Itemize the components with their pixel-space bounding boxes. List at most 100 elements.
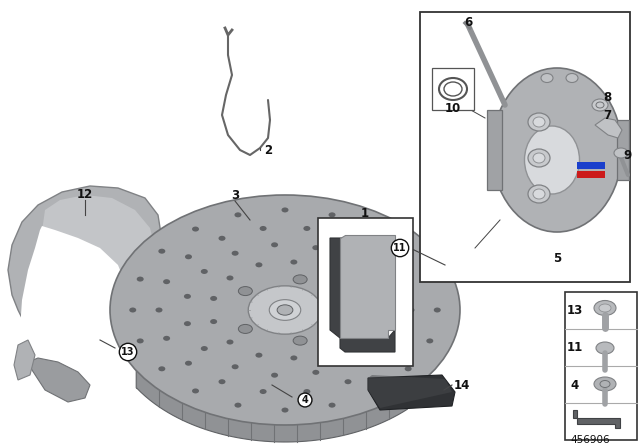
Ellipse shape — [282, 207, 289, 212]
Ellipse shape — [184, 294, 191, 299]
Polygon shape — [20, 226, 130, 385]
Ellipse shape — [129, 307, 136, 313]
Ellipse shape — [282, 408, 289, 413]
Polygon shape — [340, 235, 395, 338]
Text: 4: 4 — [571, 379, 579, 392]
Ellipse shape — [232, 364, 239, 369]
Ellipse shape — [210, 319, 217, 324]
Text: 13: 13 — [121, 347, 135, 357]
Polygon shape — [8, 186, 162, 342]
Ellipse shape — [378, 361, 385, 366]
Text: 1: 1 — [361, 207, 369, 220]
Text: 3: 3 — [231, 189, 239, 202]
Ellipse shape — [328, 403, 335, 408]
Ellipse shape — [255, 263, 262, 267]
Ellipse shape — [269, 300, 301, 320]
Ellipse shape — [248, 286, 322, 334]
Polygon shape — [368, 375, 455, 410]
Ellipse shape — [344, 379, 351, 384]
Bar — [565, 292, 637, 440]
Ellipse shape — [238, 324, 252, 333]
Polygon shape — [368, 375, 452, 408]
Ellipse shape — [137, 338, 144, 344]
Ellipse shape — [158, 366, 165, 371]
Ellipse shape — [234, 212, 241, 217]
Ellipse shape — [372, 281, 380, 286]
Ellipse shape — [404, 249, 412, 254]
Ellipse shape — [599, 304, 611, 312]
Ellipse shape — [533, 153, 545, 163]
Ellipse shape — [210, 296, 217, 301]
Ellipse shape — [400, 336, 407, 341]
Bar — [577, 171, 605, 178]
Ellipse shape — [533, 117, 545, 127]
Ellipse shape — [434, 307, 441, 313]
Ellipse shape — [137, 276, 144, 282]
Polygon shape — [28, 358, 90, 402]
Bar — [420, 12, 630, 282]
Ellipse shape — [163, 336, 170, 341]
Text: 12: 12 — [77, 188, 93, 201]
Ellipse shape — [238, 287, 252, 296]
Ellipse shape — [293, 275, 307, 284]
Polygon shape — [14, 340, 35, 380]
Polygon shape — [330, 238, 395, 352]
Ellipse shape — [426, 276, 433, 282]
Ellipse shape — [291, 355, 298, 361]
Ellipse shape — [201, 346, 208, 351]
Ellipse shape — [594, 377, 616, 391]
Ellipse shape — [260, 389, 267, 394]
Text: 5: 5 — [553, 251, 561, 264]
Ellipse shape — [260, 226, 267, 231]
Ellipse shape — [378, 254, 385, 259]
Ellipse shape — [348, 259, 355, 264]
Ellipse shape — [426, 338, 433, 344]
Ellipse shape — [158, 249, 165, 254]
Text: 456906: 456906 — [570, 435, 610, 445]
Ellipse shape — [408, 307, 415, 313]
Text: 10: 10 — [445, 102, 461, 115]
Ellipse shape — [347, 285, 353, 290]
Ellipse shape — [323, 268, 330, 273]
Ellipse shape — [372, 334, 380, 339]
Bar — [577, 162, 605, 169]
Ellipse shape — [201, 269, 208, 274]
Ellipse shape — [293, 336, 307, 345]
Ellipse shape — [348, 356, 355, 361]
Ellipse shape — [592, 99, 608, 111]
Ellipse shape — [312, 370, 319, 375]
Ellipse shape — [234, 403, 241, 408]
Polygon shape — [38, 195, 155, 318]
Text: 4: 4 — [301, 395, 308, 405]
Ellipse shape — [533, 189, 545, 199]
Ellipse shape — [192, 388, 199, 393]
Ellipse shape — [327, 306, 341, 314]
Text: 8: 8 — [603, 90, 611, 103]
Ellipse shape — [492, 68, 622, 232]
Ellipse shape — [528, 149, 550, 167]
Ellipse shape — [255, 353, 262, 358]
Ellipse shape — [156, 307, 163, 313]
Ellipse shape — [227, 340, 234, 345]
Ellipse shape — [596, 342, 614, 354]
Ellipse shape — [312, 245, 319, 250]
Ellipse shape — [400, 279, 407, 284]
Text: 6: 6 — [464, 16, 472, 29]
Ellipse shape — [218, 236, 225, 241]
Bar — [617, 120, 629, 180]
Ellipse shape — [303, 226, 310, 231]
Ellipse shape — [614, 148, 628, 158]
Ellipse shape — [355, 307, 362, 313]
Ellipse shape — [344, 236, 351, 241]
Text: 2: 2 — [264, 143, 272, 156]
Text: 7: 7 — [603, 108, 611, 121]
Ellipse shape — [525, 126, 579, 194]
Polygon shape — [573, 410, 620, 428]
Ellipse shape — [303, 389, 310, 394]
Bar — [432, 68, 474, 110]
Ellipse shape — [218, 379, 225, 384]
Ellipse shape — [185, 254, 192, 259]
Ellipse shape — [271, 242, 278, 247]
Text: 11: 11 — [393, 243, 407, 253]
Ellipse shape — [291, 259, 298, 265]
